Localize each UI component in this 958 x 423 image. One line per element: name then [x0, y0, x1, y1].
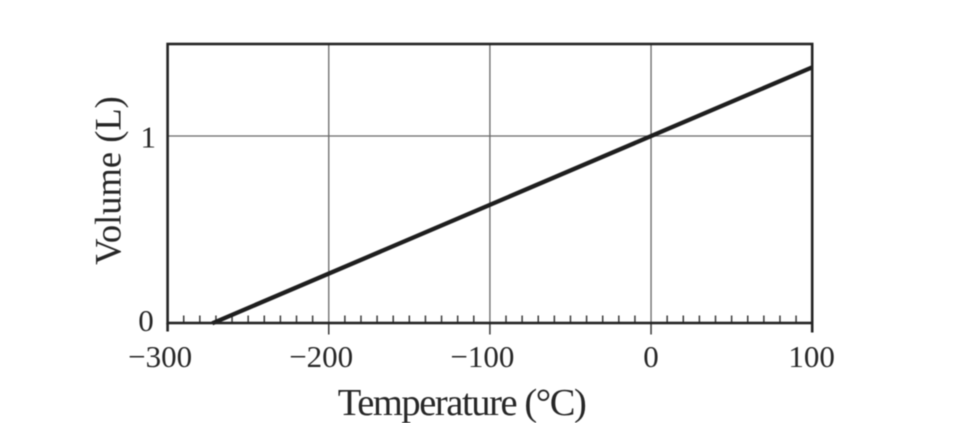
- svg-text:−200: −200: [289, 339, 353, 374]
- svg-text:Temperature (°C): Temperature (°C): [338, 382, 587, 423]
- svg-text:0: 0: [643, 339, 659, 374]
- svg-text:100: 100: [788, 339, 835, 374]
- svg-text:−300: −300: [128, 339, 192, 374]
- svg-text:0: 0: [138, 303, 154, 338]
- svg-text:−100: −100: [450, 339, 514, 374]
- svg-text:Volume (L): Volume (L): [88, 96, 129, 265]
- svg-text:1: 1: [141, 120, 157, 155]
